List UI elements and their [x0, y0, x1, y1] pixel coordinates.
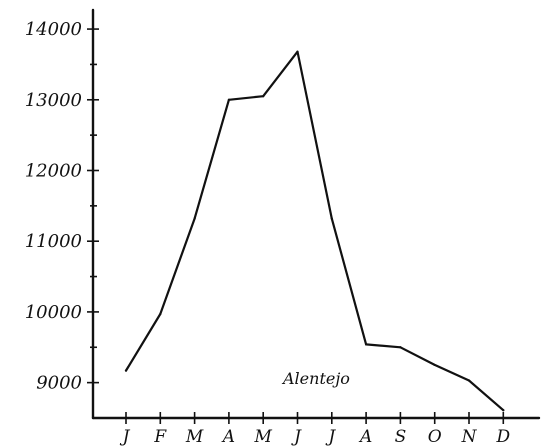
chart-annotation: Alentejo [281, 369, 350, 388]
x-tick-label-6: J [325, 427, 336, 447]
data-point-1 [159, 312, 162, 316]
y-tick-label-4: 13000 [25, 90, 82, 111]
x-tick-label-0: J [120, 427, 131, 447]
data-point-6 [330, 217, 333, 220]
x-tick-label-8: S [395, 427, 407, 447]
x-tick-label-1: F [153, 427, 167, 447]
y-tick-label-3: 12000 [25, 160, 82, 181]
data-points [124, 50, 505, 412]
data-point-9 [433, 363, 436, 367]
y-tick-label-1: 10000 [25, 302, 82, 323]
data-point-11 [502, 409, 505, 412]
data-point-0 [124, 369, 128, 372]
data-point-10 [467, 379, 471, 382]
x-tick-label-5: J [291, 427, 302, 447]
data-point-5 [296, 50, 299, 53]
x-tick-label-11: D [495, 427, 510, 447]
series-line [124, 50, 505, 412]
y-tick-label-2: 11000 [25, 231, 82, 252]
y-tick-label-0: 9000 [36, 373, 82, 394]
ticks [87, 28, 505, 424]
x-tick-label-10: N [461, 427, 478, 447]
x-tick-label-9: O [428, 427, 442, 447]
axes [91, 8, 541, 420]
x-tick-label-3: A [221, 427, 235, 447]
y-tick-labels: 9000 10000 11000 12000 13000 14000 [25, 19, 82, 394]
data-point-3 [227, 98, 230, 101]
x-tick-label-2: M [185, 427, 204, 447]
data-point-8 [399, 346, 402, 349]
data-point-2 [193, 217, 196, 220]
data-point-7 [365, 343, 368, 346]
x-tick-label-7: A [358, 427, 372, 447]
data-point-4 [262, 95, 265, 98]
y-tick-label-5: 14000 [25, 19, 82, 40]
x-tick-label-4: M [253, 427, 272, 447]
